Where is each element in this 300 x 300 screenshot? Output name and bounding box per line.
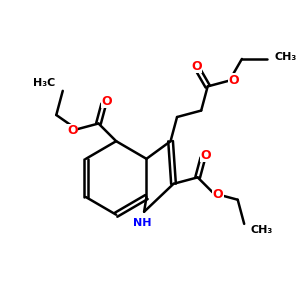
Text: NH: NH	[134, 218, 152, 228]
Text: CH₃: CH₃	[250, 225, 272, 235]
Text: O: O	[213, 188, 223, 201]
Text: CH₃: CH₃	[274, 52, 296, 62]
Text: O: O	[67, 124, 78, 137]
Text: O: O	[101, 95, 112, 108]
Text: O: O	[191, 60, 202, 73]
Text: O: O	[229, 74, 239, 87]
Text: O: O	[200, 148, 211, 162]
Text: H₃C: H₃C	[33, 79, 56, 88]
